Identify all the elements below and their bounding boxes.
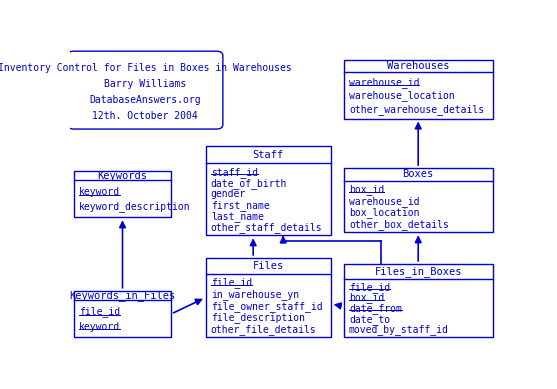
Text: other_file_details: other_file_details xyxy=(211,324,316,335)
Text: other_warehouse_details: other_warehouse_details xyxy=(349,104,484,115)
Bar xyxy=(344,264,493,337)
Text: warehouse_id: warehouse_id xyxy=(349,196,419,207)
Text: Files: Files xyxy=(252,261,284,271)
Text: date_of_birth: date_of_birth xyxy=(211,178,287,189)
Text: box_id: box_id xyxy=(349,184,384,196)
Text: box_location: box_location xyxy=(349,207,419,218)
Text: other_staff_details: other_staff_details xyxy=(211,222,323,233)
Text: file_id: file_id xyxy=(79,307,120,317)
FancyBboxPatch shape xyxy=(67,51,223,129)
Text: Keywords: Keywords xyxy=(97,171,148,180)
Text: date_from: date_from xyxy=(349,303,402,314)
Text: box_id: box_id xyxy=(349,292,384,303)
Text: Staff: Staff xyxy=(252,149,284,159)
Text: Barry Williams: Barry Williams xyxy=(104,79,186,89)
Text: warehouse_id: warehouse_id xyxy=(349,77,419,88)
Text: staff_id: staff_id xyxy=(211,167,258,178)
Text: date_to: date_to xyxy=(349,314,390,324)
Text: moved_by_staff_id: moved_by_staff_id xyxy=(349,324,449,335)
Bar xyxy=(206,258,331,337)
Text: Keywords_in_Files: Keywords_in_Files xyxy=(70,290,175,301)
Text: Boxes: Boxes xyxy=(403,170,434,179)
Text: in_warehouse_yn: in_warehouse_yn xyxy=(211,289,299,300)
Text: Warehouses: Warehouses xyxy=(387,61,449,71)
Text: Inventory Control for Files in Boxes in Warehouses: Inventory Control for Files in Boxes in … xyxy=(0,63,292,73)
Text: other_box_details: other_box_details xyxy=(349,219,449,230)
Text: last_name: last_name xyxy=(211,211,263,222)
Text: warehouse_location: warehouse_location xyxy=(349,90,455,101)
Text: file_description: file_description xyxy=(211,312,305,323)
Bar xyxy=(74,291,171,337)
Text: file_id: file_id xyxy=(349,282,390,293)
Text: DatabaseAnswers.org: DatabaseAnswers.org xyxy=(89,95,201,105)
Bar xyxy=(74,171,171,217)
Text: 12th. October 2004: 12th. October 2004 xyxy=(92,111,198,121)
Text: keyword: keyword xyxy=(79,187,120,197)
Text: keyword_description: keyword_description xyxy=(79,202,190,212)
Bar xyxy=(206,145,331,235)
Text: first_name: first_name xyxy=(211,200,270,211)
Text: file_owner_staff_id: file_owner_staff_id xyxy=(211,301,323,312)
Text: file_id: file_id xyxy=(211,277,252,288)
Text: gender: gender xyxy=(211,189,246,200)
Text: keyword: keyword xyxy=(79,322,120,332)
Bar xyxy=(344,168,493,232)
Bar xyxy=(344,60,493,119)
Text: Files_in_Boxes: Files_in_Boxes xyxy=(374,266,462,277)
